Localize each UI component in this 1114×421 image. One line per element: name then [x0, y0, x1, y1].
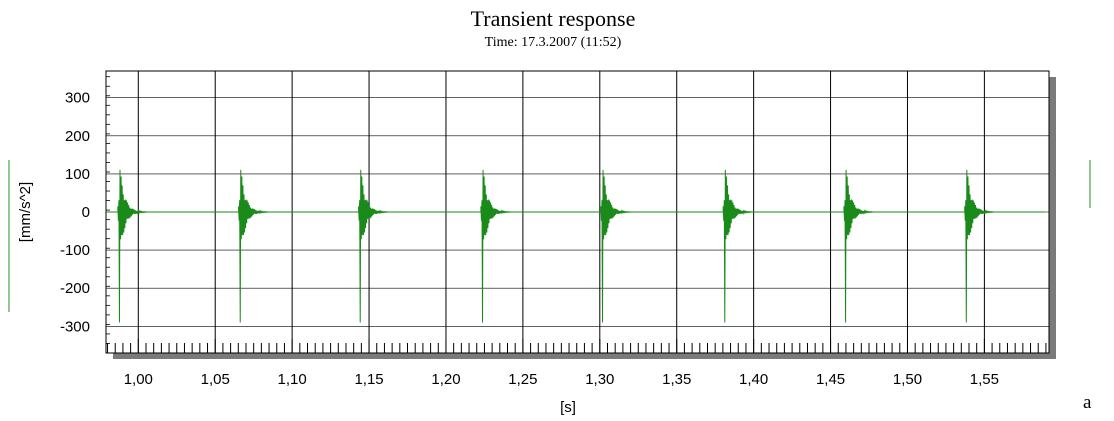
x-tick-label: 1,05 — [201, 371, 230, 388]
y-tick-label: -200 — [60, 280, 90, 297]
y-tick-label: 200 — [65, 128, 90, 145]
axis-ticks — [106, 76, 1047, 354]
side-letter: a — [1083, 392, 1092, 413]
y-tick-label: 300 — [65, 90, 90, 107]
y-tick-label: 0 — [82, 204, 90, 221]
y-tick-label: -100 — [60, 242, 90, 259]
x-tick-label: 1,15 — [354, 371, 383, 388]
x-axis-label: [s] — [560, 399, 576, 416]
x-tick-labels: 1,00 1,05 1,10 1,15 1,20 1,25 1,30 1,35 1,40 1,45… — [124, 371, 999, 388]
y-tick-label: -300 — [60, 318, 90, 335]
x-tick-label: 1,45 — [816, 371, 845, 388]
x-tick-label: 1,55 — [970, 371, 999, 388]
y-tick-labels: 300 200 100 0 -100 -200 -300 — [60, 90, 90, 336]
x-tick-label: 1,00 — [124, 371, 153, 388]
chart-title: Transient response — [471, 6, 636, 31]
x-tick-label: 1,35 — [662, 371, 691, 388]
x-tick-label: 1,30 — [585, 371, 614, 388]
x-tick-label: 1,20 — [431, 371, 460, 388]
y-axis-label: [mm/s^2] — [17, 182, 34, 242]
y-tick-label: 100 — [65, 166, 90, 183]
x-tick-label: 1,40 — [739, 371, 768, 388]
chart-subtitle: Time: 17.3.2007 (11:52) — [485, 35, 622, 50]
x-tick-label: 1,25 — [508, 371, 537, 388]
x-tick-label: 1,10 — [278, 371, 307, 388]
x-tick-label: 1,50 — [893, 371, 922, 388]
signal-series — [106, 169, 1046, 323]
signal-line — [106, 169, 1046, 323]
